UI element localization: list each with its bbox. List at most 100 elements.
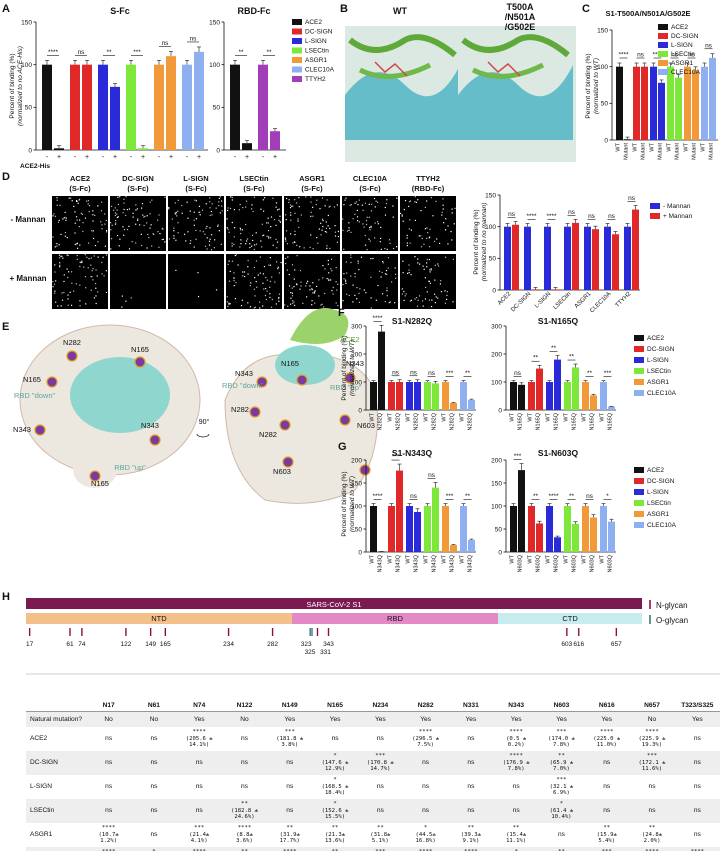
speck <box>298 197 300 199</box>
table-cell: **** (44.0± 8.9%) <box>674 847 720 851</box>
site-label: 325 <box>305 649 316 656</box>
speck <box>245 223 247 226</box>
speck <box>233 279 235 282</box>
table-cell: *** (174.0 ± 7.8%) <box>547 729 575 749</box>
x-tick-plus: + <box>197 154 201 161</box>
speck <box>151 245 153 247</box>
bar <box>658 82 665 140</box>
speck <box>135 209 137 211</box>
table-cell: Yes <box>493 711 539 727</box>
glycan-site <box>149 434 161 446</box>
residue-sticks <box>487 61 521 77</box>
speck <box>67 294 69 296</box>
table-cell: ns <box>402 799 449 823</box>
speck <box>334 235 337 237</box>
speck <box>410 274 412 276</box>
speck <box>430 269 432 271</box>
x-tick-label: WT <box>510 554 516 563</box>
legend-label: TTYH2 <box>305 76 326 83</box>
speck <box>314 290 316 292</box>
bar <box>600 382 607 410</box>
bar <box>258 64 268 150</box>
speck <box>426 258 428 261</box>
speck <box>251 208 253 210</box>
y-tick-label: 50 <box>489 256 497 263</box>
speck <box>309 246 311 248</box>
speck <box>401 215 403 217</box>
speck <box>361 204 364 206</box>
speck <box>262 210 265 212</box>
speck <box>286 269 288 271</box>
sig-label: ns <box>162 40 170 47</box>
bar <box>572 367 579 410</box>
speck <box>259 272 261 274</box>
site-label: 234 <box>223 641 234 648</box>
speck <box>132 212 134 214</box>
speck <box>334 231 336 233</box>
y-tick-label: 100 <box>597 64 608 71</box>
speck <box>426 227 428 229</box>
speck <box>344 279 347 281</box>
speck <box>316 199 318 201</box>
speck <box>409 219 411 221</box>
table-cell: Yes <box>538 711 585 727</box>
speck <box>91 270 93 272</box>
speck <box>324 231 326 233</box>
speck <box>296 284 298 286</box>
header-cell: N657 <box>629 700 675 712</box>
speck <box>230 196 232 198</box>
x-tick-label: N165Q <box>590 412 596 430</box>
bar <box>396 382 403 410</box>
speck <box>357 262 359 264</box>
x-tick-label: WT <box>667 142 673 151</box>
speck <box>209 201 211 203</box>
speck <box>350 254 352 256</box>
x-tick-label: WT <box>460 412 466 421</box>
speck <box>56 243 58 245</box>
speck <box>365 223 368 226</box>
speck <box>206 225 208 228</box>
legend-swatch <box>658 51 668 57</box>
table-cell: ns <box>693 735 701 743</box>
speck <box>240 239 242 241</box>
speck <box>319 207 321 210</box>
table-cell: *** (21.4± 4.1%) <box>189 825 210 845</box>
glycan-site <box>282 456 294 468</box>
speck <box>231 242 233 244</box>
speck <box>67 304 69 306</box>
speck <box>264 294 267 297</box>
speck <box>233 236 235 238</box>
speck <box>427 231 429 234</box>
speck <box>244 275 246 278</box>
table-cell: ns <box>467 735 475 743</box>
table-cell: *** (181.8 ± 3.8%) <box>276 729 304 749</box>
speck <box>111 224 113 226</box>
sig-label: ns <box>514 370 522 377</box>
speck <box>254 295 256 297</box>
rbd-ribbon <box>358 62 432 79</box>
bar <box>432 487 439 552</box>
header-cell: N282 <box>402 700 449 712</box>
speck <box>70 304 73 306</box>
speck <box>119 238 121 240</box>
speck <box>343 278 345 280</box>
speck <box>280 261 282 264</box>
speck <box>328 272 330 274</box>
bar <box>528 506 535 552</box>
rbd-surface <box>70 357 170 433</box>
speck <box>55 301 57 303</box>
speck <box>101 224 103 226</box>
y-tick-label: 100 <box>351 503 362 510</box>
speck <box>199 230 201 232</box>
speck <box>405 293 407 295</box>
microscopy-tile <box>400 196 456 251</box>
speck <box>219 196 221 198</box>
speck <box>101 201 103 203</box>
speck <box>158 246 160 248</box>
speck <box>92 237 95 240</box>
speck <box>247 259 249 262</box>
speck <box>345 261 347 263</box>
speck <box>218 230 220 232</box>
speck <box>95 269 97 271</box>
speck <box>168 208 170 210</box>
